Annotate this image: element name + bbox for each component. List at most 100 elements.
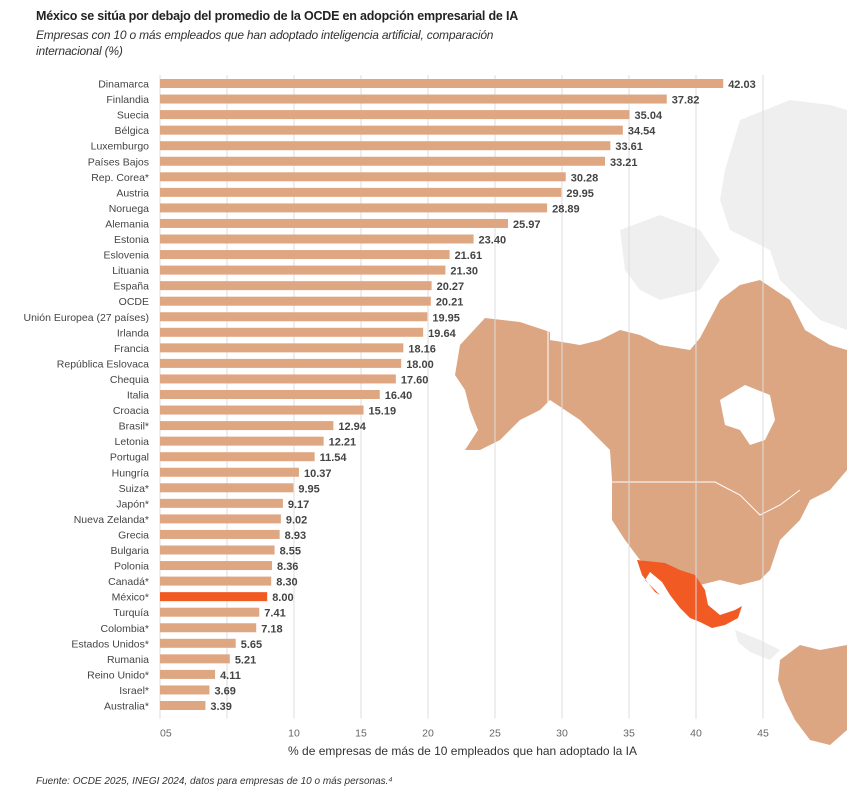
bar (160, 172, 566, 182)
value-label: 21.61 (455, 250, 483, 262)
value-label: 11.54 (320, 452, 348, 464)
category-label: Noruega (109, 203, 149, 215)
value-label: 42.03 (728, 79, 756, 91)
x-axis-label: % de empresas de más de 10 empleados que… (288, 744, 637, 758)
value-label: 8.00 (272, 592, 293, 604)
bar (160, 483, 294, 493)
category-label: Países Bajos (88, 156, 149, 168)
category-label: Estados Unidos* (71, 638, 149, 650)
category-label: Canadá* (108, 576, 149, 588)
bar (160, 374, 396, 384)
x-axis-ticks: 05 10 15 20 25 30 35 40 45 (160, 728, 769, 740)
bar (160, 358, 402, 368)
value-label: 12.94 (338, 421, 366, 433)
bar (160, 436, 324, 446)
value-label: 30.28 (571, 172, 599, 184)
category-label: Colombia* (101, 623, 149, 635)
category-label: Japón* (116, 498, 149, 510)
category-label: Letonia (115, 436, 150, 448)
value-label: 17.60 (401, 374, 429, 386)
bar (160, 234, 474, 244)
category-label: Suiza* (119, 483, 149, 495)
bar (160, 452, 315, 462)
value-label: 18.00 (406, 359, 434, 371)
category-label: Austria (116, 187, 149, 199)
category-label: Bulgaria (110, 545, 149, 557)
bar (160, 312, 428, 322)
value-label: 33.21 (610, 157, 638, 169)
value-label: 15.19 (369, 406, 397, 418)
bar (160, 545, 275, 555)
value-label: 8.93 (285, 530, 306, 542)
value-label: 12.21 (329, 437, 357, 449)
bar (160, 156, 606, 166)
category-label: Unión Europea (27 países) (24, 312, 150, 324)
bar (160, 529, 280, 539)
value-label: 5.65 (241, 639, 262, 651)
category-label: México* (112, 592, 149, 604)
bar (160, 498, 283, 508)
category-labels: Dinamarca Finlandia Suecia Bélgica Luxemburg… (24, 79, 150, 713)
category-label: Nueva Zelanda* (74, 514, 149, 526)
bar (160, 250, 450, 260)
category-label: Grecia (118, 529, 149, 541)
x-tick-label: 35 (623, 728, 635, 740)
bar (160, 265, 446, 275)
source-note: Fuente: OCDE 2025, INEGI 2024, datos par… (36, 776, 393, 787)
value-label: 8.30 (276, 577, 297, 589)
bar (160, 296, 431, 306)
value-label: 16.40 (385, 390, 413, 402)
category-label: Suecia (117, 110, 149, 122)
value-label: 33.61 (615, 141, 643, 153)
bar (160, 607, 260, 617)
bar (160, 343, 404, 353)
bar (160, 390, 380, 399)
category-label: Turquía (113, 607, 149, 619)
value-label: 3.39 (210, 701, 231, 713)
category-label: Alemania (105, 218, 149, 230)
value-label: 10.37 (304, 468, 332, 480)
category-label: Bélgica (115, 125, 150, 137)
map-arctic-islands (620, 215, 720, 300)
chart-subtitle: Empresas con 10 o más empleados que han … (36, 28, 494, 58)
map-mexico (637, 560, 742, 628)
map-north-america (455, 280, 847, 585)
bar (160, 327, 424, 337)
category-label: Estonia (114, 234, 149, 246)
bar (160, 110, 630, 120)
bars (160, 79, 724, 710)
x-tick-label: 40 (690, 728, 702, 740)
value-label: 20.27 (437, 281, 465, 293)
bar (160, 514, 281, 524)
x-tick-label: 45 (757, 728, 769, 740)
category-label: Portugal (110, 452, 149, 464)
map-greenland (720, 100, 847, 330)
x-tick-label: 05 (160, 728, 172, 740)
x-tick-label: 25 (489, 728, 501, 740)
category-label: Brasil* (119, 421, 149, 433)
bar (160, 281, 432, 291)
bar (160, 561, 273, 571)
bar (160, 94, 667, 104)
category-label: Israel* (119, 685, 149, 697)
value-label: 19.64 (428, 328, 456, 340)
bar (160, 421, 334, 431)
value-label: 7.41 (264, 608, 285, 620)
map-central-america (735, 630, 780, 660)
value-label: 37.82 (672, 95, 700, 107)
chart-title: México se sitúa por debajo del promedio … (36, 9, 519, 23)
bar (160, 638, 236, 648)
bar (160, 79, 724, 88)
value-label: 35.04 (635, 110, 663, 122)
category-label: Dinamarca (98, 79, 149, 91)
category-label: Lituania (112, 265, 149, 277)
category-label: Luxemburgo (91, 141, 150, 153)
category-label: Rumania (107, 654, 149, 666)
category-label: OCDE (119, 296, 149, 308)
bar (160, 685, 210, 695)
category-label: Eslovenia (103, 250, 149, 262)
bar (160, 187, 562, 197)
category-label: República Eslovaca (57, 358, 149, 370)
bar (160, 467, 299, 477)
value-label: 5.21 (235, 654, 256, 666)
